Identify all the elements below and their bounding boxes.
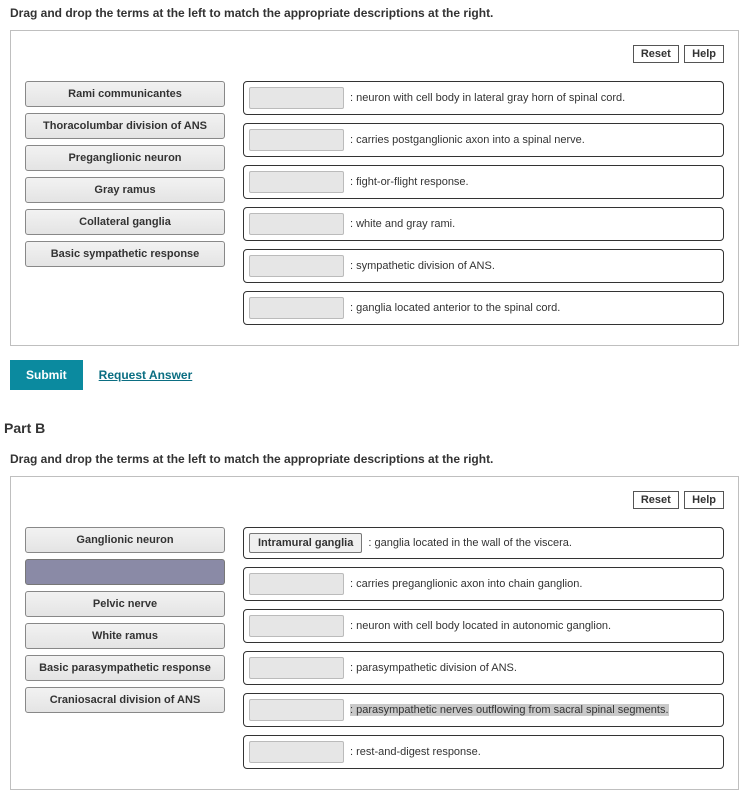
target-desc: : white and gray rami. — [350, 218, 455, 230]
target-row: : parasympathetic division of ANS. — [243, 651, 724, 685]
reset-button-b[interactable]: Reset — [633, 491, 679, 509]
term-item[interactable]: White ramus — [25, 623, 225, 649]
drop-zone[interactable] — [249, 573, 344, 595]
term-empty-slot[interactable] — [25, 559, 225, 585]
top-buttons-a: Reset Help — [25, 45, 724, 63]
help-button-a[interactable]: Help — [684, 45, 724, 63]
drop-zone[interactable] — [249, 741, 344, 763]
target-row: : sympathetic division of ANS. — [243, 249, 724, 283]
term-item[interactable]: Rami communicantes — [25, 81, 225, 107]
term-item[interactable]: Thoracolumbar division of ANS — [25, 113, 225, 139]
target-desc: : ganglia located in the wall of the vis… — [368, 537, 572, 549]
target-desc-highlighted: : parasympathetic nerves outflowing from… — [350, 704, 669, 716]
drop-zone-filled[interactable]: Intramural ganglia — [249, 533, 362, 553]
target-row: : white and gray rami. — [243, 207, 724, 241]
target-desc: : carries preganglionic axon into chain … — [350, 578, 582, 590]
target-desc: : carries postganglionic axon into a spi… — [350, 134, 585, 146]
target-row: : carries postganglionic axon into a spi… — [243, 123, 724, 157]
exercise-panel-b: Reset Help Ganglionic neuron Pelvic nerv… — [10, 476, 739, 790]
action-row-a: Submit Request Answer — [10, 360, 739, 390]
exercise-panel-a: Reset Help Rami communicantes Thoracolum… — [10, 30, 739, 346]
target-row: : neuron with cell body in lateral gray … — [243, 81, 724, 115]
target-row: Intramural ganglia : ganglia located in … — [243, 527, 724, 559]
target-row: : neuron with cell body located in auton… — [243, 609, 724, 643]
target-row: : fight-or-flight response. — [243, 165, 724, 199]
instructions-a: Drag and drop the terms at the left to m… — [0, 0, 749, 30]
reset-button-a[interactable]: Reset — [633, 45, 679, 63]
term-item[interactable]: Craniosacral division of ANS — [25, 687, 225, 713]
target-desc: : rest-and-digest response. — [350, 746, 481, 758]
term-item[interactable]: Preganglionic neuron — [25, 145, 225, 171]
term-item[interactable]: Basic parasympathetic response — [25, 655, 225, 681]
content-row-b: Ganglionic neuron Pelvic nerve White ram… — [25, 527, 724, 769]
term-item[interactable]: Ganglionic neuron — [25, 527, 225, 553]
content-row-a: Rami communicantes Thoracolumbar divisio… — [25, 81, 724, 325]
targets-column-b: Intramural ganglia : ganglia located in … — [243, 527, 724, 769]
target-desc: : neuron with cell body located in auton… — [350, 620, 611, 632]
help-button-b[interactable]: Help — [684, 491, 724, 509]
part-b-heading: Part B — [0, 414, 749, 446]
target-desc: : sympathetic division of ANS. — [350, 260, 495, 272]
terms-column-a: Rami communicantes Thoracolumbar divisio… — [25, 81, 225, 267]
drop-zone[interactable] — [249, 699, 344, 721]
target-row: : parasympathetic nerves outflowing from… — [243, 693, 724, 727]
drop-zone[interactable] — [249, 297, 344, 319]
drop-zone[interactable] — [249, 615, 344, 637]
term-item[interactable]: Pelvic nerve — [25, 591, 225, 617]
drop-zone[interactable] — [249, 171, 344, 193]
drop-zone[interactable] — [249, 657, 344, 679]
target-desc: : ganglia located anterior to the spinal… — [350, 302, 560, 314]
target-row: : ganglia located anterior to the spinal… — [243, 291, 724, 325]
term-item[interactable]: Collateral ganglia — [25, 209, 225, 235]
term-item[interactable]: Basic sympathetic response — [25, 241, 225, 267]
instructions-b: Drag and drop the terms at the left to m… — [0, 446, 749, 476]
terms-column-b: Ganglionic neuron Pelvic nerve White ram… — [25, 527, 225, 713]
target-desc: : neuron with cell body in lateral gray … — [350, 92, 625, 104]
submit-button[interactable]: Submit — [10, 360, 83, 390]
targets-column-a: : neuron with cell body in lateral gray … — [243, 81, 724, 325]
term-item[interactable]: Gray ramus — [25, 177, 225, 203]
target-desc: : parasympathetic division of ANS. — [350, 662, 517, 674]
target-row: : carries preganglionic axon into chain … — [243, 567, 724, 601]
target-desc: : fight-or-flight response. — [350, 176, 469, 188]
drop-zone[interactable] — [249, 129, 344, 151]
target-row: : rest-and-digest response. — [243, 735, 724, 769]
drop-zone[interactable] — [249, 87, 344, 109]
drop-zone[interactable] — [249, 255, 344, 277]
top-buttons-b: Reset Help — [25, 491, 724, 509]
drop-zone[interactable] — [249, 213, 344, 235]
request-answer-link[interactable]: Request Answer — [99, 368, 193, 382]
